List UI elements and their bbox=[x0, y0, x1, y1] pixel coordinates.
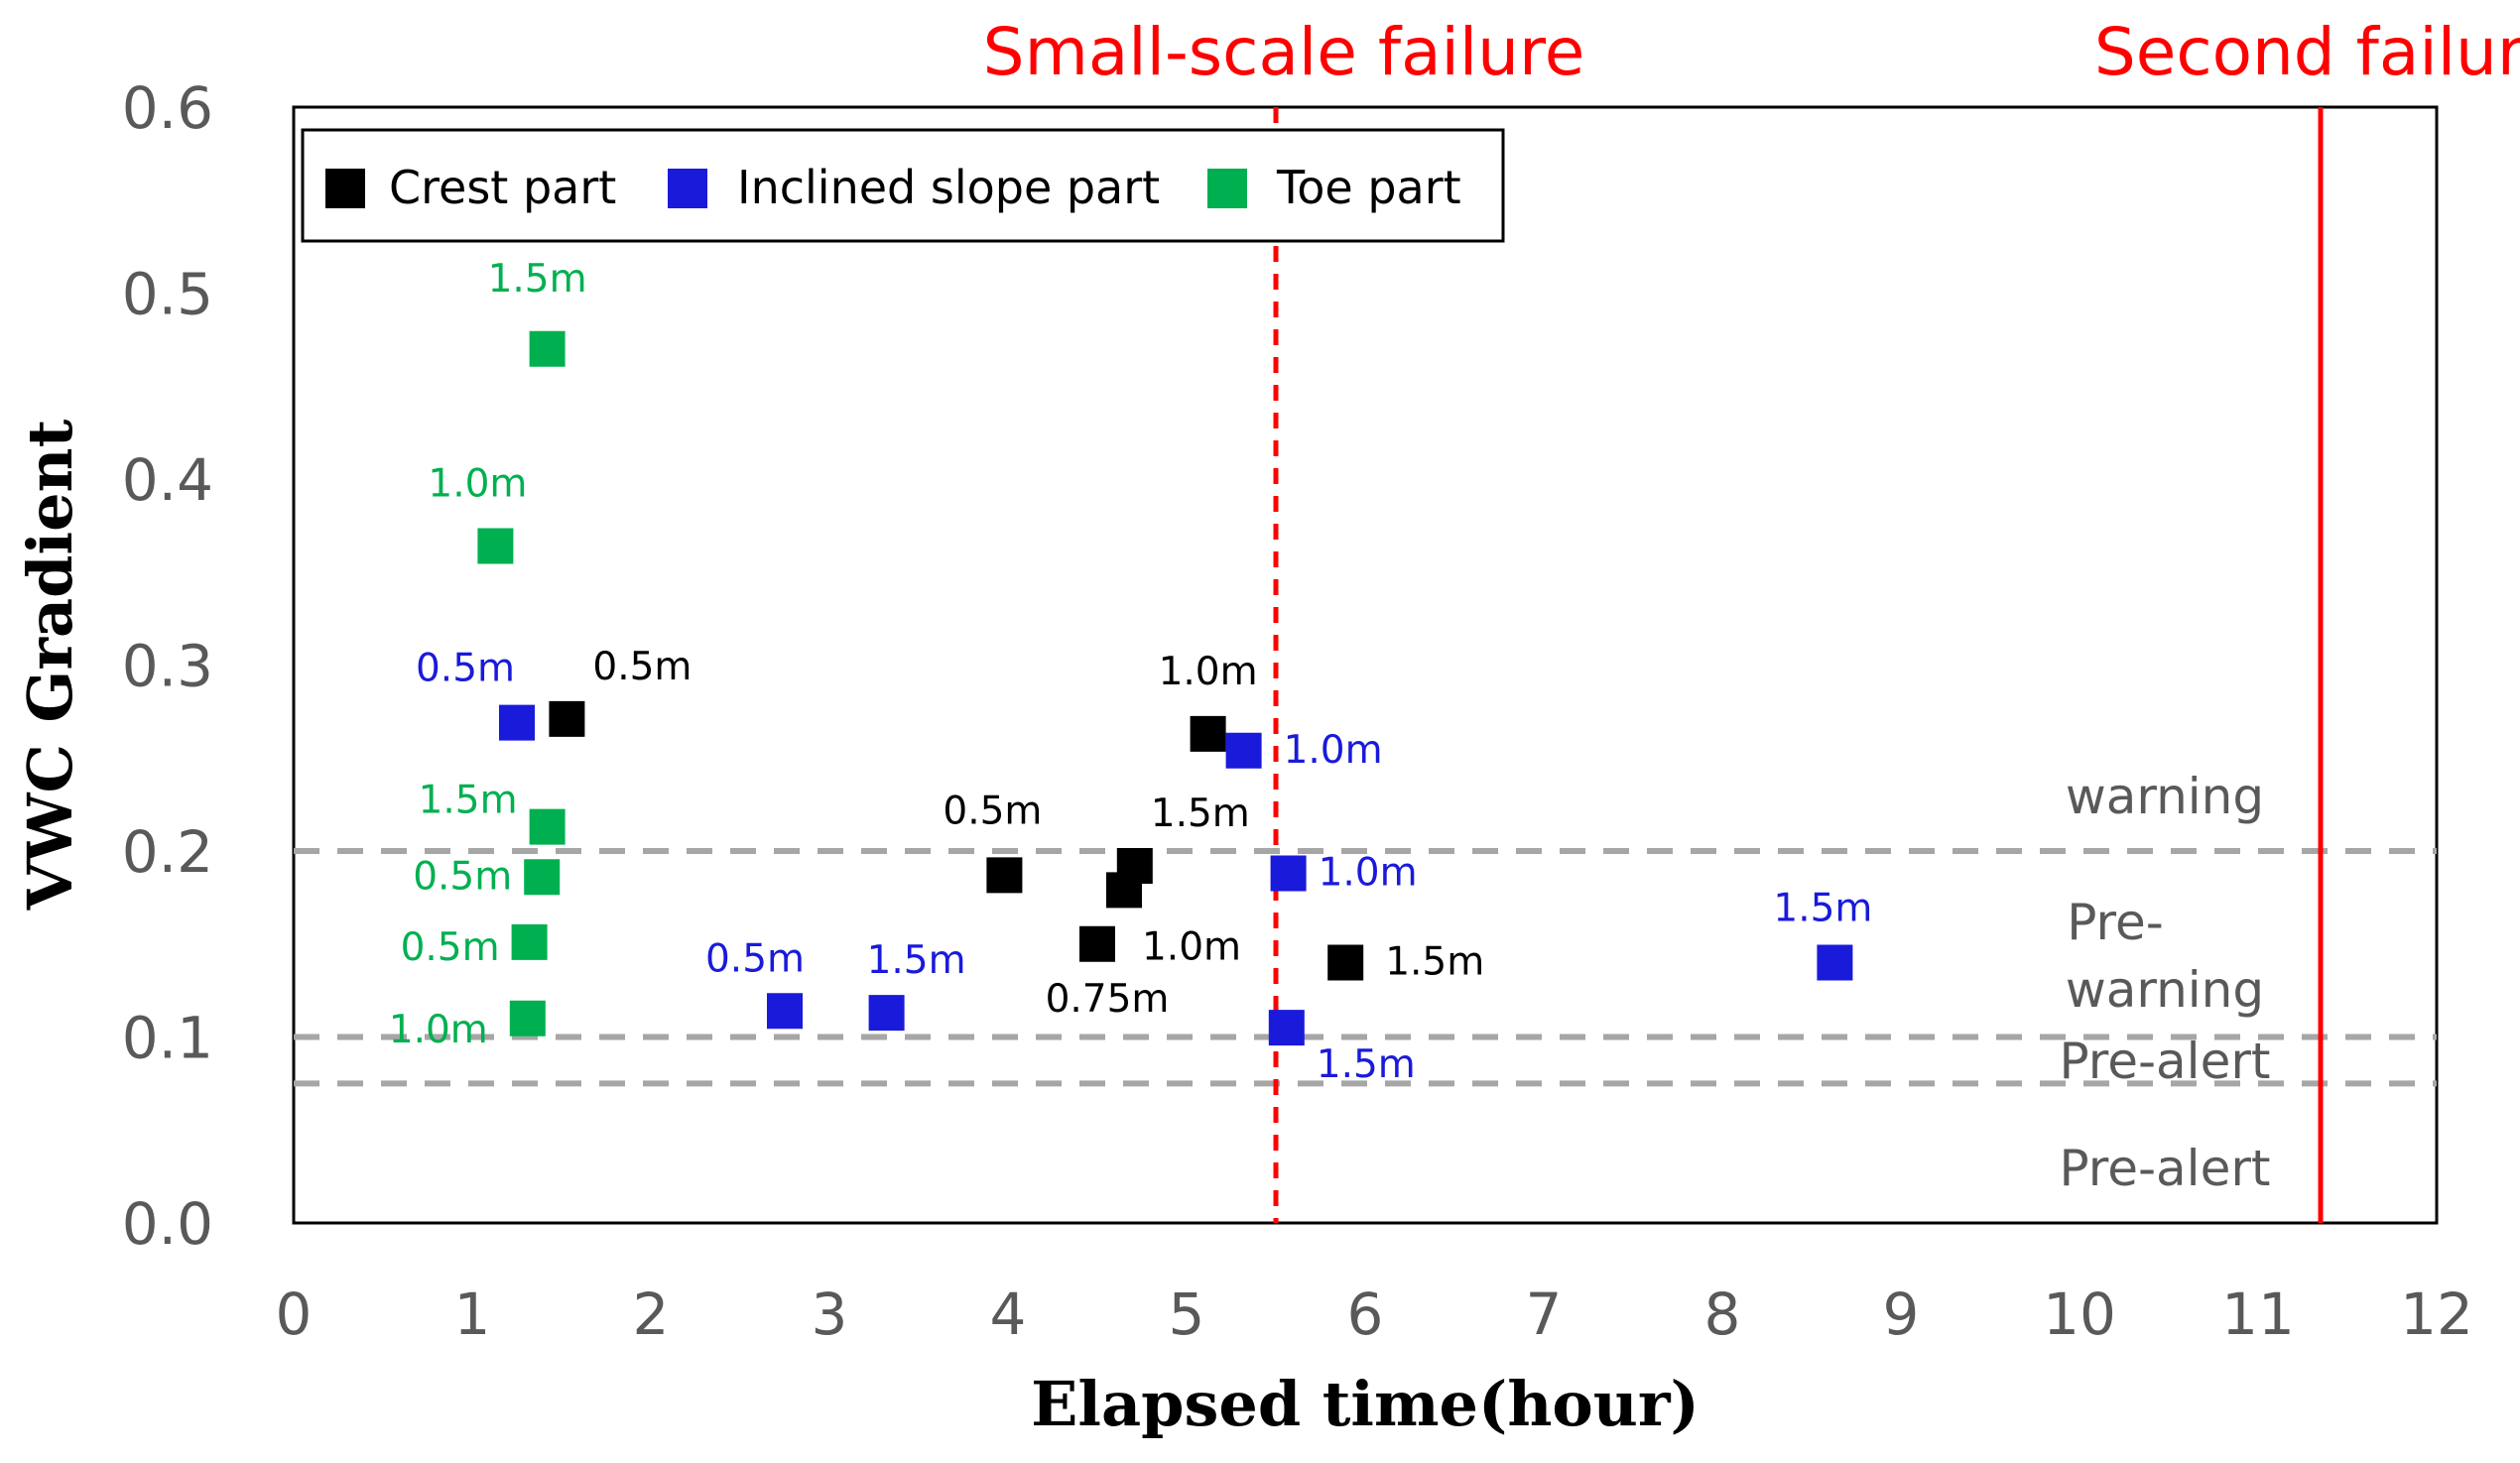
point-label-toe: 1.0m bbox=[389, 1008, 488, 1052]
x-tick-label: 0 bbox=[276, 1280, 313, 1348]
y-tick-label: 0.3 bbox=[122, 633, 213, 700]
point-crest bbox=[1106, 872, 1142, 909]
y-tick-label: 0.2 bbox=[122, 818, 213, 886]
point-label-inclined: 0.5m bbox=[416, 647, 515, 691]
point-label-toe: 0.5m bbox=[413, 854, 512, 899]
point-crest bbox=[986, 857, 1023, 894]
second-failure-label: Second failure bbox=[2094, 14, 2520, 90]
point-inclined bbox=[1270, 855, 1307, 892]
point-label-crest: 1.5m bbox=[1385, 940, 1484, 985]
point-toe bbox=[529, 808, 566, 845]
point-label-toe: 1.0m bbox=[428, 462, 527, 507]
x-tick-label: 6 bbox=[1347, 1280, 1384, 1348]
point-label-crest: 1.5m bbox=[1151, 792, 1250, 836]
y-tick-label: 0.5 bbox=[122, 261, 213, 328]
x-tick-label: 5 bbox=[1169, 1280, 1205, 1348]
point-label-inclined: 1.0m bbox=[1284, 728, 1383, 773]
point-crest bbox=[1079, 925, 1115, 962]
point-toe bbox=[529, 330, 566, 367]
point-crest bbox=[1327, 944, 1364, 981]
point-label-inclined: 1.5m bbox=[1773, 887, 1872, 931]
point-label-crest: 1.0m bbox=[1159, 650, 1258, 694]
small-scale-failure-label: Small-scale failure bbox=[983, 14, 1585, 90]
point-crest bbox=[549, 700, 585, 737]
point-label-toe: 1.5m bbox=[419, 779, 518, 823]
point-toe bbox=[524, 859, 561, 896]
x-tick-label: 7 bbox=[1526, 1280, 1563, 1348]
x-tick-label: 8 bbox=[1704, 1280, 1741, 1348]
legend-label-crest: Crest part bbox=[389, 161, 616, 214]
point-toe bbox=[477, 528, 514, 564]
x-tick-label: 3 bbox=[812, 1280, 848, 1348]
point-label-toe: 1.5m bbox=[488, 257, 587, 302]
point-crest bbox=[1190, 715, 1226, 752]
point-label-toe: 0.5m bbox=[401, 925, 500, 970]
x-tick-label: 9 bbox=[1883, 1280, 1920, 1348]
zone-label-pre-alert-upper: Pre-alert bbox=[2060, 1033, 2271, 1090]
point-label-inclined: 1.5m bbox=[1317, 1042, 1416, 1087]
legend: Crest part Inclined slope part Toe part bbox=[301, 128, 1505, 243]
x-tick-label: 1 bbox=[454, 1280, 491, 1348]
x-tick-label: 2 bbox=[633, 1280, 670, 1348]
legend-box bbox=[301, 128, 1505, 243]
point-toe bbox=[509, 1000, 546, 1036]
legend-marker-toe bbox=[1207, 169, 1247, 208]
x-tick-label: 12 bbox=[2400, 1280, 2473, 1348]
point-label-inclined: 0.5m bbox=[705, 936, 805, 981]
point-label-crest: 0.5m bbox=[592, 645, 692, 689]
legend-label-toe: Toe part bbox=[1276, 161, 1461, 214]
legend-label-inclined: Inclined slope part bbox=[737, 161, 1160, 214]
point-label-crest: 1.0m bbox=[1142, 924, 1241, 969]
point-inclined bbox=[499, 704, 535, 741]
zone-label-warning: warning bbox=[2066, 768, 2264, 825]
y-tick-label: 0.0 bbox=[122, 1190, 213, 1258]
zone-label-pre-alert-lower: Pre-alert bbox=[2060, 1140, 2271, 1197]
zone-label-pre-warning-line2: warning bbox=[2066, 961, 2264, 1019]
point-inclined bbox=[868, 995, 905, 1032]
x-tick-label: 10 bbox=[2043, 1280, 2116, 1348]
y-tick-label: 0.4 bbox=[122, 446, 213, 514]
point-label-inclined: 1.0m bbox=[1319, 851, 1418, 896]
point-toe bbox=[511, 923, 548, 960]
y-tick-label: 0.6 bbox=[122, 74, 213, 142]
x-tick-label: 11 bbox=[2221, 1280, 2295, 1348]
y-axis-title: VWC Gradient bbox=[14, 419, 86, 911]
x-axis-title: Elapsed time(hour) bbox=[1031, 1368, 1700, 1440]
point-inclined bbox=[1817, 944, 1853, 981]
y-tick-label: 0.1 bbox=[122, 1005, 213, 1072]
zone-label-pre-warning-line1: Pre- bbox=[2067, 894, 2164, 951]
point-inclined bbox=[767, 993, 803, 1030]
point-inclined bbox=[1268, 1010, 1305, 1046]
point-label-inclined: 1.5m bbox=[867, 938, 966, 983]
x-tick-label: 4 bbox=[990, 1280, 1027, 1348]
point-label-crest: 0.5m bbox=[943, 789, 1042, 833]
legend-marker-inclined bbox=[668, 169, 707, 208]
point-label-crest: 0.75m bbox=[1046, 977, 1170, 1022]
point-inclined bbox=[1225, 732, 1262, 769]
legend-marker-crest bbox=[325, 169, 365, 208]
